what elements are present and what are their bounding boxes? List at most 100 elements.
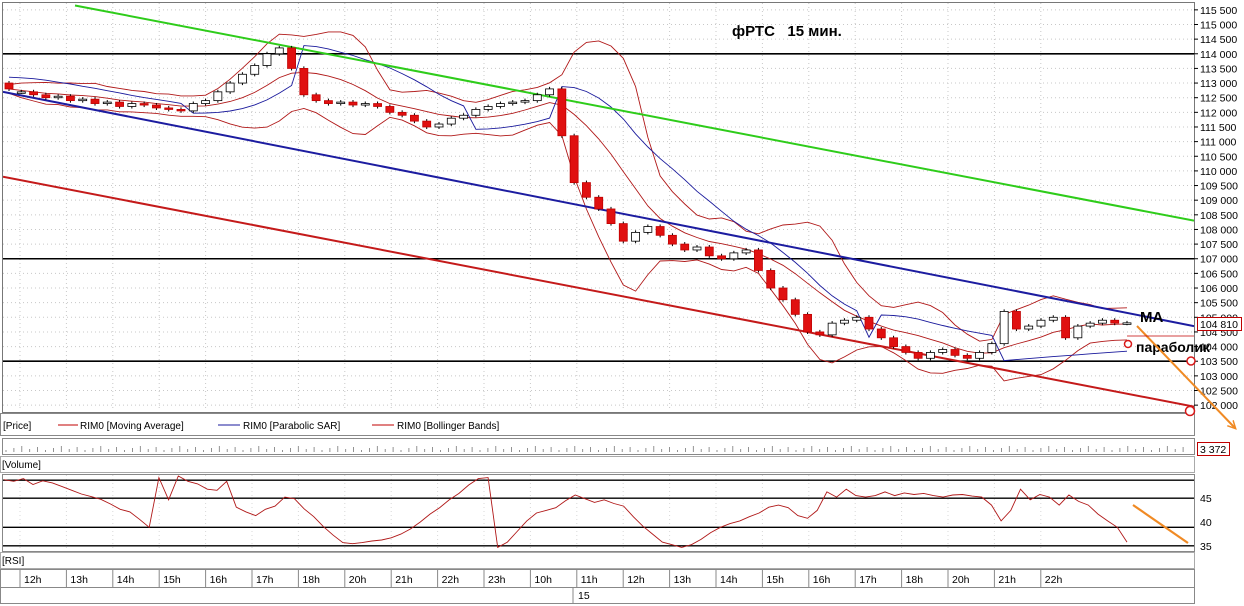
candle-body — [913, 352, 923, 359]
candle-body — [569, 135, 579, 184]
candle-body — [127, 103, 137, 107]
candle-body — [397, 111, 407, 116]
time-tick-label: 22h — [1045, 574, 1063, 586]
candle-body — [987, 343, 997, 353]
time-tick-label: 14h — [117, 574, 135, 586]
candle-body — [324, 100, 333, 104]
target-circle-lower — [1184, 405, 1196, 417]
price-panel-label: [Price] — [3, 421, 32, 432]
candle-body — [582, 182, 591, 198]
time-tick-label: 20h — [349, 574, 367, 586]
time-tick-label: 23h — [488, 574, 506, 586]
candle-body — [545, 88, 554, 96]
candle-body — [152, 104, 161, 109]
volume-value-box — [1197, 442, 1230, 456]
candle-body — [692, 246, 702, 251]
candle-body — [508, 101, 518, 104]
candle-body — [889, 337, 898, 347]
candle-body — [680, 243, 690, 251]
price-tick-label: 110 000 — [1200, 166, 1237, 178]
candle-body — [1024, 325, 1034, 330]
candle-body — [778, 287, 788, 301]
time-tick-label: 17h — [256, 574, 274, 586]
candle-body — [66, 95, 75, 102]
candle-body — [520, 100, 530, 103]
candle-body — [741, 249, 751, 254]
candle-body — [729, 252, 739, 260]
candle-body — [16, 91, 26, 94]
price-tick-label: 104 000 — [1200, 342, 1238, 354]
candle-body — [90, 98, 100, 104]
price-plot — [3, 4, 1194, 408]
candle-body — [938, 349, 948, 353]
price-tick-label: 103 500 — [1200, 356, 1238, 368]
price-tick-label: 108 000 — [1200, 224, 1238, 236]
candle-body — [606, 208, 616, 225]
legend-item-parabolic-sar: RIM0 [Parabolic SAR] — [243, 421, 340, 432]
candle-body — [348, 101, 358, 106]
candle-body — [1073, 325, 1083, 339]
time-tick-label: 15h — [163, 574, 181, 586]
candle-body — [668, 234, 677, 245]
candle-body — [655, 226, 665, 236]
time-tick-label: 16h — [813, 574, 831, 586]
price-tick-label: 111 500 — [1200, 122, 1237, 134]
date-label: 15 — [578, 590, 590, 602]
time-tick-label: 18h — [302, 574, 320, 586]
rsi-plot — [3, 475, 1194, 549]
candle-body — [803, 313, 812, 333]
candle-body — [1098, 319, 1107, 324]
candle-body — [827, 322, 837, 336]
candle-body — [704, 246, 714, 257]
candle-body — [1036, 319, 1046, 327]
price-axis: 115 500 115 000 114 500 114 000 113 500 113 0… — [1194, 5, 1238, 412]
candle-body — [201, 100, 210, 104]
time-tick-label: 11h — [581, 574, 598, 586]
time-tick-label: 14h — [720, 574, 738, 586]
volume-plot — [5, 446, 1184, 452]
candle-body — [225, 82, 235, 93]
candle-body — [975, 352, 984, 359]
price-tick-label: 115 500 — [1200, 5, 1237, 17]
candle-body — [299, 68, 309, 96]
candle-body — [176, 109, 186, 112]
candle-body — [360, 103, 370, 106]
candle-body — [790, 299, 800, 315]
candle-body — [78, 98, 88, 102]
price-tick-label: 114 500 — [1200, 34, 1237, 46]
candle-body — [188, 103, 198, 112]
candle-body — [1012, 311, 1021, 330]
price-tick-label: 111 000 — [1200, 137, 1237, 149]
trendline-red — [3, 175, 1194, 408]
rsi-tick-45: 45 — [1200, 493, 1212, 505]
price-tick-label: 102 000 — [1200, 400, 1238, 412]
candle-body — [287, 47, 296, 69]
forecast-arrow-price — [1136, 325, 1235, 428]
ma-annotation: MA — [1140, 309, 1163, 326]
price-tick-label: 103 000 — [1200, 371, 1238, 383]
candle-body — [876, 328, 886, 339]
candle-body — [557, 88, 567, 137]
candle-body — [274, 47, 284, 55]
candle-body — [164, 107, 174, 110]
price-tick-label: 107 500 — [1200, 239, 1238, 251]
rsi-tick-35: 35 — [1200, 541, 1212, 553]
time-tick-label: 12h — [24, 574, 42, 586]
price-tick-label: 110 500 — [1200, 151, 1237, 163]
legend-item-moving-average: RIM0 [Moving Average] — [80, 421, 184, 432]
last-price-label: 104 810 — [1200, 319, 1238, 331]
volume-panel-frame — [2, 438, 1195, 455]
candle-body — [238, 73, 247, 84]
candle-body — [213, 91, 223, 102]
candle-body — [717, 255, 726, 260]
candle-body — [950, 349, 960, 356]
price-tick-label: 107 000 — [1200, 254, 1238, 266]
candle-body — [840, 319, 849, 324]
rsi-line — [3, 475, 1128, 549]
time-tick-label: 15h — [766, 574, 784, 586]
candle-body — [766, 270, 776, 289]
candle-body — [483, 106, 493, 110]
grid-lines — [3, 3, 1194, 551]
candle-body — [962, 354, 972, 359]
